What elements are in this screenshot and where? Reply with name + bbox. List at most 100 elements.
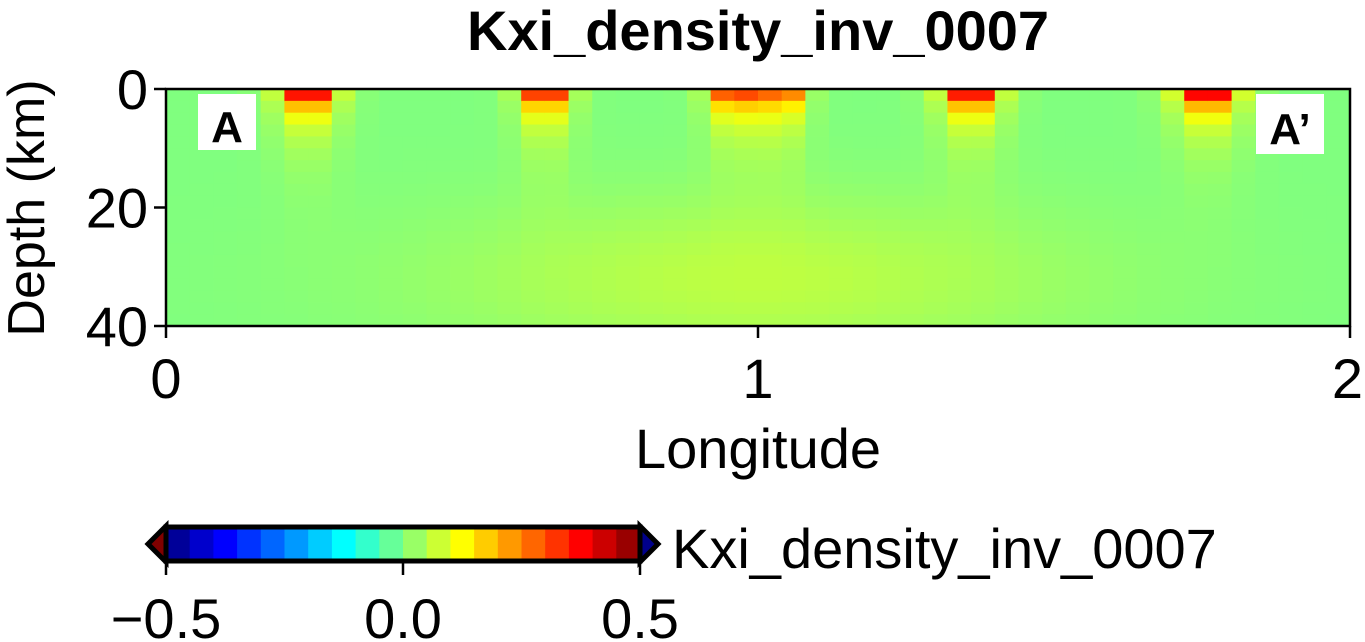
heatmap-cell: [1136, 290, 1162, 303]
heatmap-cell: [1184, 112, 1209, 126]
heatmap-cell: [260, 302, 285, 315]
heatmap-cell: [379, 231, 404, 244]
heatmap-cell: [686, 219, 712, 232]
heatmap-cell: [568, 183, 593, 197]
heatmap-cell: [1184, 219, 1209, 232]
heatmap-cell: [686, 207, 712, 220]
heatmap-cell: [284, 112, 309, 126]
heatmap-cell: [544, 183, 570, 197]
heatmap-cell: [615, 278, 641, 292]
heatmap-cell: [237, 290, 262, 303]
heatmap-cell: [450, 219, 475, 232]
heatmap-cell: [900, 231, 925, 244]
heatmap-cell: [1231, 136, 1256, 149]
heatmap-cell: [308, 112, 333, 126]
heatmap-cell: [900, 243, 925, 256]
heatmap-cell: [710, 278, 735, 292]
heatmap-cell: [1160, 207, 1185, 220]
heatmap-cell: [805, 243, 830, 256]
heatmap-cell: [900, 266, 925, 280]
heatmap-cell: [260, 243, 285, 256]
heatmap-cell: [923, 89, 949, 102]
heatmap-cell: [1207, 112, 1233, 126]
heatmap-cell: [758, 136, 783, 149]
heatmap-cell: [379, 148, 404, 161]
heatmap-cell: [1231, 89, 1256, 102]
heatmap-cell: [355, 183, 380, 197]
heatmap-cell: [379, 290, 404, 303]
heatmap-cell: [1160, 171, 1185, 185]
heatmap-cell: [663, 254, 688, 268]
heatmap-cell: [450, 160, 475, 173]
heatmap-cell: [852, 290, 877, 303]
heatmap-cell: [402, 254, 428, 268]
heatmap-cell: [426, 183, 451, 197]
heatmap-cell: [876, 195, 901, 209]
heatmap-cell: [876, 302, 901, 315]
heatmap-cell: [1302, 290, 1327, 303]
heatmap-cell: [1018, 124, 1043, 137]
heatmap-cell: [568, 302, 593, 315]
heatmap-cell: [213, 195, 238, 209]
heatmap-cell: [971, 219, 996, 232]
heatmap-cell: [426, 136, 451, 149]
heatmap-cell: [686, 231, 712, 244]
heatmap-cell: [450, 266, 475, 280]
heatmap-cell: [497, 207, 522, 220]
heatmap-cell: [355, 278, 380, 292]
heatmap-cell: [923, 278, 949, 292]
y-tick-label: 20: [86, 177, 148, 240]
heatmap-cell: [829, 219, 854, 232]
heatmap-cell: [900, 219, 925, 232]
heatmap-cell: [994, 278, 1020, 292]
heatmap-cell: [284, 254, 309, 268]
heatmap-cell: [355, 148, 380, 161]
heatmap-cell: [615, 195, 641, 209]
heatmap-cell: [663, 148, 688, 161]
heatmap-cell: [1184, 171, 1209, 185]
heatmap-cell: [1326, 195, 1351, 209]
heatmap-cell: [237, 195, 262, 209]
heatmap-cell: [379, 207, 404, 220]
heatmap-cell: [758, 219, 783, 232]
heatmap-cell: [1278, 278, 1304, 292]
heatmap-cell: [829, 148, 854, 161]
heatmap-cell: [1065, 314, 1091, 327]
heatmap-cell: [994, 195, 1020, 209]
heatmap-cell: [473, 266, 499, 280]
heatmap-cell: [331, 100, 357, 114]
heatmap-cell: [544, 124, 570, 137]
heatmap-cell: [450, 207, 475, 220]
heatmap-cell: [710, 302, 735, 315]
heatmap-cell: [497, 183, 522, 197]
heatmap-cell: [521, 207, 546, 220]
heatmap-cell: [876, 290, 901, 303]
heatmap-cell: [615, 89, 641, 102]
heatmap-cell: [663, 231, 688, 244]
heatmap-cell: [166, 243, 191, 256]
heatmap-cell: [1160, 231, 1185, 244]
heatmap-cell: [284, 171, 309, 185]
heatmap-cell: [402, 136, 428, 149]
heatmap-cell: [1184, 148, 1209, 161]
heatmap-cell: [189, 290, 214, 303]
heatmap-cell: [1326, 302, 1351, 315]
heatmap-cell: [615, 124, 641, 137]
heatmap-cell: [1136, 183, 1162, 197]
heatmap-cell: [734, 302, 759, 315]
heatmap-cell: [1160, 195, 1185, 209]
heatmap-cell: [237, 207, 262, 220]
heatmap-cell: [426, 243, 451, 256]
heatmap-cell: [1207, 207, 1233, 220]
heatmap-cell: [284, 124, 309, 137]
heatmap-cell: [473, 100, 499, 114]
heatmap-cell: [781, 112, 806, 126]
heatmap-cell: [544, 302, 570, 315]
heatmap-cell: [1113, 231, 1138, 244]
heatmap-cell: [308, 89, 333, 102]
colorbar-cell: [497, 527, 522, 561]
heatmap-cell: [331, 254, 357, 268]
heatmap-cell: [900, 100, 925, 114]
heatmap-cell: [947, 160, 972, 173]
